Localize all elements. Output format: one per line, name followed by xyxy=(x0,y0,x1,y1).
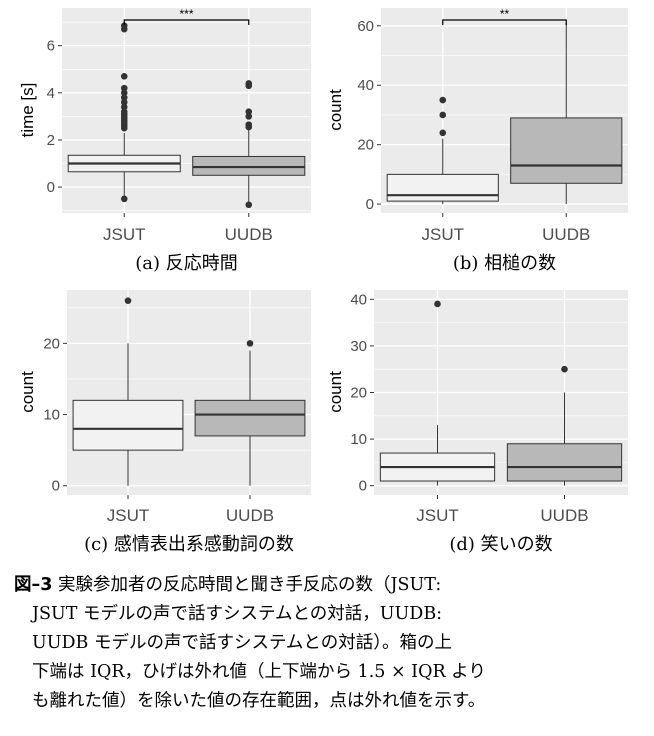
box-uudb xyxy=(506,443,623,482)
y-tick-label: 60 xyxy=(357,18,374,35)
y-tick-label: 10 xyxy=(43,407,60,424)
outlier-point xyxy=(439,129,447,137)
panel-subcaption: (d) 笑いの数 xyxy=(449,534,552,555)
outlier-point xyxy=(120,73,128,80)
y-tick-label: 0 xyxy=(359,478,367,495)
outlier-point xyxy=(120,195,128,203)
outlier-point xyxy=(245,201,253,209)
outlier-point xyxy=(120,89,128,97)
outlier-point xyxy=(245,113,253,120)
figure-canvas: 0 2 4 6 JSUT UUDB *** time [s] (a) 反応時間 0 20 40 60 J… xyxy=(18,7,628,555)
y-tick-label: 40 xyxy=(350,291,367,308)
caption-line-1: 実験参加者の反応時間と聞き手反応の数（JSUT: xyxy=(58,575,442,595)
y-tick-label: 0 xyxy=(366,196,374,213)
y-axis-label: count xyxy=(18,371,37,413)
x-category-label: JSUT xyxy=(103,225,146,244)
box-uudb xyxy=(192,155,306,176)
y-tick-label: 10 xyxy=(350,431,367,448)
y-tick-label: 4 xyxy=(47,85,55,102)
significance-bracket xyxy=(442,19,567,25)
x-category-label: UUDB xyxy=(226,506,274,525)
panel-c: 0 10 20 JSUT UUDB count (c) 感情表出系感動詞の数 xyxy=(18,290,311,555)
panel-b: 0 20 40 60 JSUT UUDB ** count (b) 相槌の数 xyxy=(326,7,628,274)
box-jsut xyxy=(72,399,184,451)
outlier-point xyxy=(245,80,253,87)
outlier-point xyxy=(561,365,568,373)
outlier-point xyxy=(245,108,253,115)
box-uudb xyxy=(194,399,306,437)
x-category-label: JSUT xyxy=(416,506,459,525)
y-axis-label: time [s] xyxy=(18,83,37,138)
panel-subcaption: (c) 感情表出系感動詞の数 xyxy=(84,534,294,555)
outlier-point xyxy=(245,121,253,128)
y-tick-label: 40 xyxy=(357,77,374,94)
y-tick-label: 2 xyxy=(47,132,55,149)
outlier-point xyxy=(124,297,132,304)
x-category-label: UUDB xyxy=(540,506,588,525)
y-tick-label: 6 xyxy=(47,38,55,55)
y-tick-label: 30 xyxy=(350,338,367,355)
x-category-label: JSUT xyxy=(422,225,465,244)
panel-subcaption: (a) 反応時間 xyxy=(135,253,238,274)
caption-line-5: も離れた値）を除いた値の存在範囲，点は外れ値を示す。 xyxy=(32,691,486,711)
panel-subcaption: (b) 相槌の数 xyxy=(453,253,556,274)
outlier-point xyxy=(439,111,447,119)
caption-line-4: 下端は IQR，ひげは外れ値（上下端から 1.5 × IQR より xyxy=(32,662,486,682)
outlier-point xyxy=(120,84,128,92)
y-tick-label: 20 xyxy=(357,137,374,154)
x-category-label: UUDB xyxy=(542,225,590,244)
outlier-point xyxy=(120,98,128,106)
panel-a: 0 2 4 6 JSUT UUDB *** time [s] (a) 反応時間 xyxy=(18,7,311,274)
caption-line-2: JSUT モデルの声で話すシステムとの対話，UUDB: xyxy=(32,604,443,624)
y-tick-label: 0 xyxy=(47,179,55,196)
outlier-point xyxy=(434,300,441,308)
box-uudb xyxy=(510,117,623,184)
y-tick-label: 20 xyxy=(43,335,60,352)
outlier-point xyxy=(246,340,254,347)
plot-panel xyxy=(67,290,311,495)
caption-label: 図–3 xyxy=(14,575,53,595)
box-jsut xyxy=(386,173,499,202)
outlier-point xyxy=(120,22,128,29)
outlier-point xyxy=(120,108,128,115)
outlier-point xyxy=(120,94,128,101)
x-category-label: JSUT xyxy=(107,506,150,525)
x-category-label: UUDB xyxy=(225,225,273,244)
y-axis-label: count xyxy=(326,89,345,131)
panel-d: 0 10 20 30 40 JSUT UUDB count (d) 笑いの数 xyxy=(326,290,628,555)
y-axis-label: count xyxy=(326,371,345,413)
outlier-point xyxy=(439,96,447,104)
outlier-point xyxy=(120,103,128,111)
significance-label: *** xyxy=(179,7,193,21)
y-tick-label: 20 xyxy=(350,385,367,402)
significance-bracket xyxy=(123,19,250,25)
significance-label: ** xyxy=(500,7,510,21)
caption-line-3: UUDB モデルの声で話すシステムとの対話）。箱の上 xyxy=(32,633,452,653)
plot-panel xyxy=(62,8,311,213)
y-tick-label: 0 xyxy=(52,478,60,495)
figure-caption: 図–3 実験参加者の反応時間と聞き手反応の数（JSUT: JSUT モデルの声で… xyxy=(14,571,642,716)
